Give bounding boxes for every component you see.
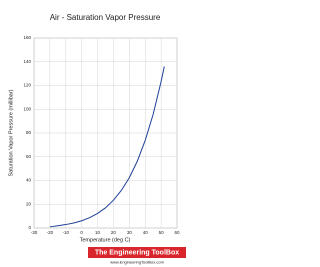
x-tick-label: 60 xyxy=(174,230,180,235)
x-tick-label: 50 xyxy=(159,230,165,235)
x-tick-label: 40 xyxy=(143,230,149,235)
x-tick-label: -10 xyxy=(63,230,70,235)
y-tick-label: 120 xyxy=(23,83,31,88)
x-tick-label: 20 xyxy=(111,230,117,235)
y-tick-label: 80 xyxy=(26,130,32,135)
x-axis-label: Temperature (deg C) xyxy=(80,237,131,243)
data-line xyxy=(49,66,165,228)
y-axis-label: Saturation Vapor Pressure (millibar) xyxy=(8,89,14,176)
y-tick-label: 60 xyxy=(26,154,32,159)
x-tick-label: -30 xyxy=(31,230,38,235)
brand-box xyxy=(88,247,186,258)
y-tick-label: 100 xyxy=(23,106,31,111)
x-tick-label: 10 xyxy=(95,230,101,235)
y-tick-label: 40 xyxy=(26,178,32,183)
x-tick-label: 30 xyxy=(127,230,133,235)
brand-url: www.EngineeringToolBox.com xyxy=(110,260,164,265)
chart: Air - Saturation Vapor Pressure Temperat… xyxy=(8,13,186,265)
brand: The Engineering ToolBox xyxy=(95,250,179,257)
x-tick-label: 0 xyxy=(80,230,83,235)
y-tick-label: 160 xyxy=(23,35,31,40)
chart-title: Air - Saturation Vapor Pressure xyxy=(50,13,161,22)
y-tick-label: 140 xyxy=(23,59,31,64)
y-tick-label: 0 xyxy=(28,225,31,230)
y-tick-label: 20 xyxy=(26,201,32,206)
x-tick-label: -20 xyxy=(47,230,54,235)
